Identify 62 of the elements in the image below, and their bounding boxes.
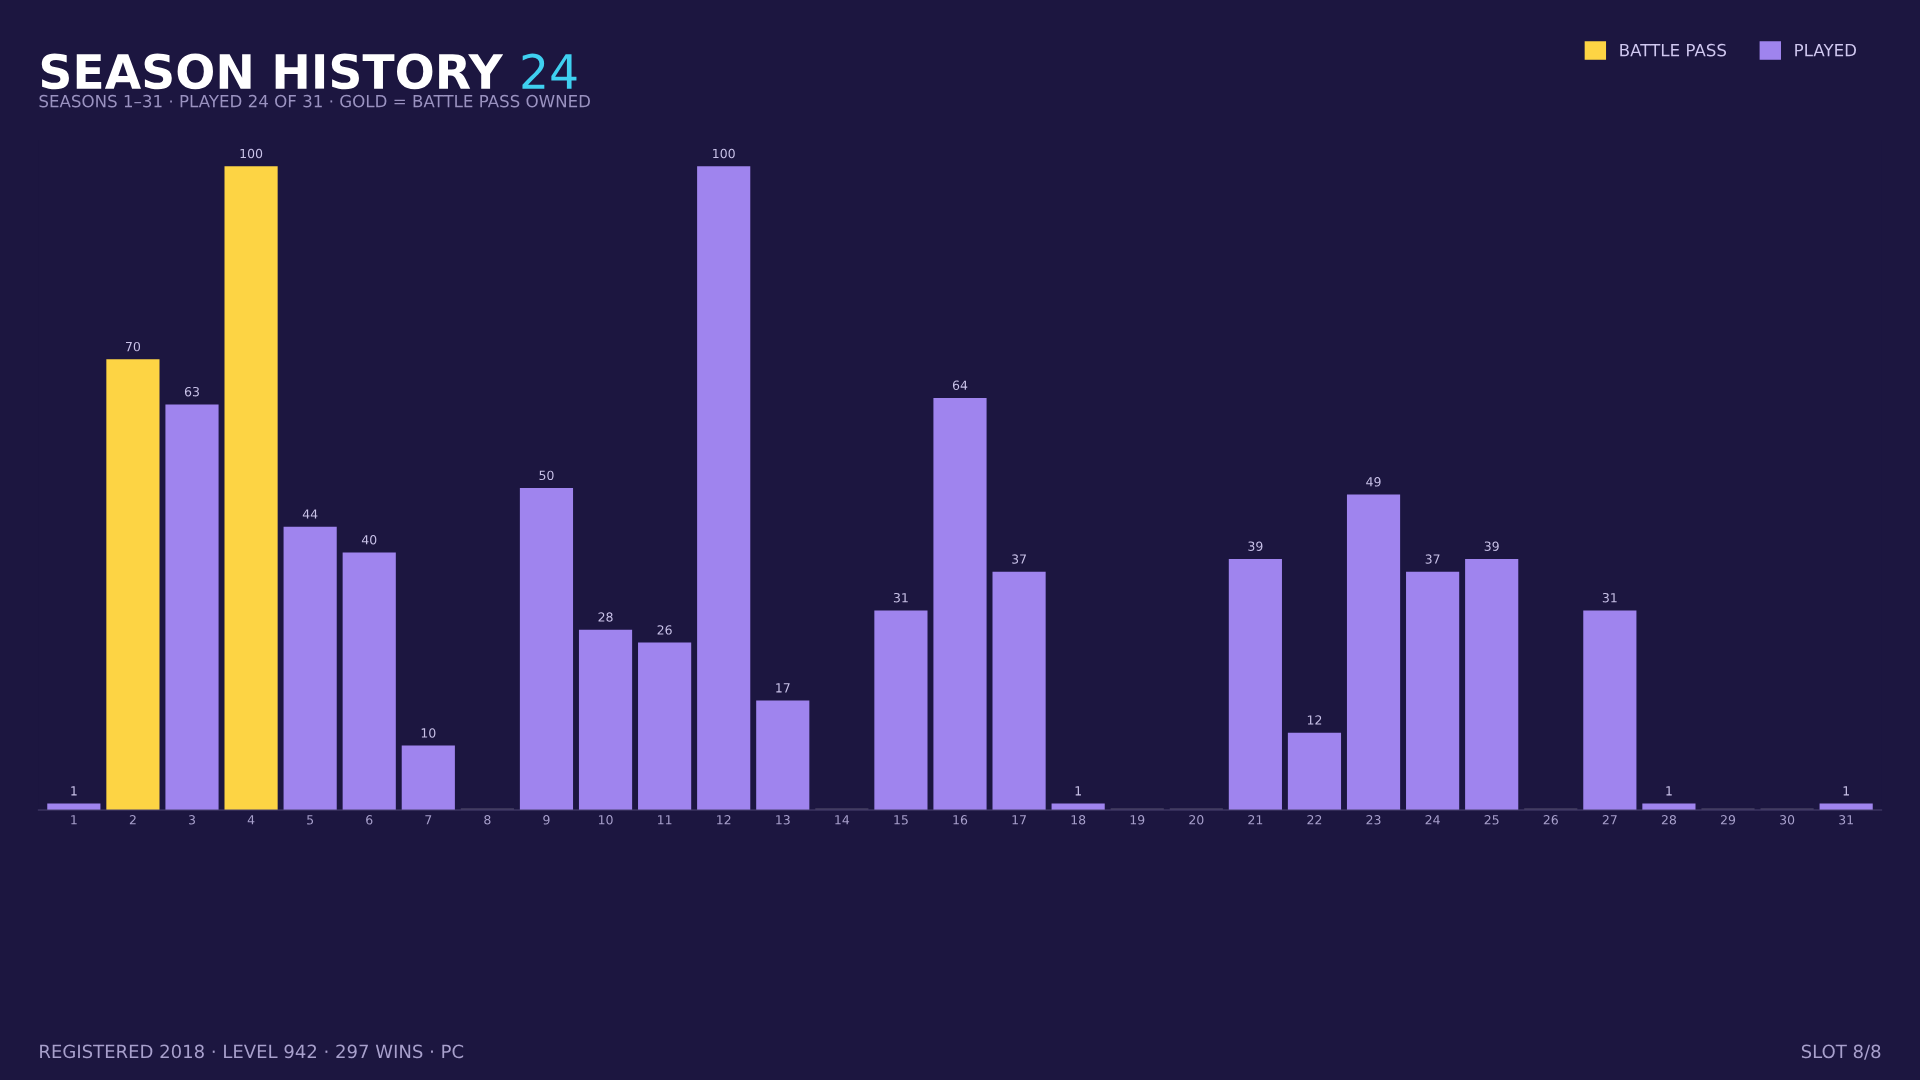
data-label: 31 bbox=[1602, 592, 1617, 603]
x-tick-label: 30 bbox=[1780, 815, 1795, 825]
x-tick-label: 9 bbox=[543, 815, 550, 825]
chart-title: SEASON HISTORY bbox=[41, 53, 504, 90]
x-tick-label: 18 bbox=[1071, 815, 1086, 825]
data-label: 37 bbox=[1012, 554, 1026, 564]
x-tick-label: 7 bbox=[425, 815, 432, 825]
x-tick-label: 31 bbox=[1839, 815, 1853, 825]
chart-subtitle: SEASONS 1–31 · PLAYED 24 OF 31 · GOLD = BATTLE PASS OWNED bbox=[39, 94, 590, 108]
x-tick-label: 1 bbox=[71, 815, 77, 825]
text: SLOT 8/8 bbox=[1801, 1044, 1881, 1060]
data-label: 17 bbox=[776, 683, 790, 693]
data-label: 37 bbox=[1425, 554, 1440, 564]
text: REGISTERED 2018 · LEVEL 942 · 297 WINS · PC bbox=[40, 1044, 464, 1059]
data-label: 1 bbox=[71, 786, 77, 796]
data-label: 31 bbox=[893, 592, 908, 603]
x-tick-label: 16 bbox=[953, 815, 968, 825]
x-tick-label: 23 bbox=[1366, 815, 1381, 825]
data-label: 100 bbox=[713, 148, 735, 159]
data-label: 49 bbox=[1366, 477, 1381, 487]
x-tick-label: 10 bbox=[598, 815, 613, 825]
data-label: 1 bbox=[1843, 786, 1849, 796]
data-label: 1 bbox=[1666, 786, 1672, 796]
data-label: 64 bbox=[952, 380, 968, 390]
data-label: 39 bbox=[1484, 541, 1499, 551]
x-tick-label: 2 bbox=[129, 815, 136, 825]
data-label: 70 bbox=[126, 341, 141, 352]
data-label: 10 bbox=[421, 728, 436, 738]
data-label: 26 bbox=[657, 625, 672, 635]
data-label: 100 bbox=[240, 148, 263, 159]
x-tick-label: 28 bbox=[1661, 815, 1677, 825]
x-tick-label: 14 bbox=[835, 815, 850, 825]
x-tick-label: 19 bbox=[1130, 815, 1145, 825]
legend-label: BATTLE PASS bbox=[1620, 43, 1727, 57]
x-tick-label: 24 bbox=[1425, 815, 1440, 825]
x-tick-label: 22 bbox=[1307, 815, 1322, 825]
data-label: 1 bbox=[1075, 786, 1081, 796]
x-tick-label: 27 bbox=[1602, 815, 1617, 825]
x-tick-label: 4 bbox=[247, 815, 255, 825]
data-label: 63 bbox=[184, 386, 199, 397]
x-tick-label: 12 bbox=[717, 815, 731, 825]
text: 24 bbox=[522, 53, 577, 89]
x-tick-label: 6 bbox=[366, 815, 373, 825]
x-tick-label: 21 bbox=[1248, 815, 1263, 825]
x-tick-label: 11 bbox=[658, 815, 672, 825]
x-tick-label: 17 bbox=[1012, 815, 1026, 825]
x-tick-label: 25 bbox=[1484, 815, 1499, 825]
data-label: 39 bbox=[1248, 541, 1263, 551]
x-tick-label: 15 bbox=[894, 815, 908, 825]
data-label: 12 bbox=[1307, 715, 1322, 725]
data-label: 40 bbox=[361, 535, 377, 545]
data-label: 28 bbox=[598, 612, 613, 622]
x-tick-label: 8 bbox=[484, 815, 491, 825]
legend-label: PLAYED bbox=[1795, 44, 1857, 57]
x-tick-label: 13 bbox=[776, 815, 790, 825]
x-tick-label: 20 bbox=[1189, 815, 1204, 825]
x-tick-label: 3 bbox=[188, 815, 195, 825]
x-tick-label: 5 bbox=[307, 815, 314, 825]
x-tick-label: 26 bbox=[1543, 815, 1558, 825]
data-label: 44 bbox=[302, 509, 318, 519]
data-label: 50 bbox=[539, 470, 554, 481]
x-tick-label: 29 bbox=[1720, 815, 1736, 825]
